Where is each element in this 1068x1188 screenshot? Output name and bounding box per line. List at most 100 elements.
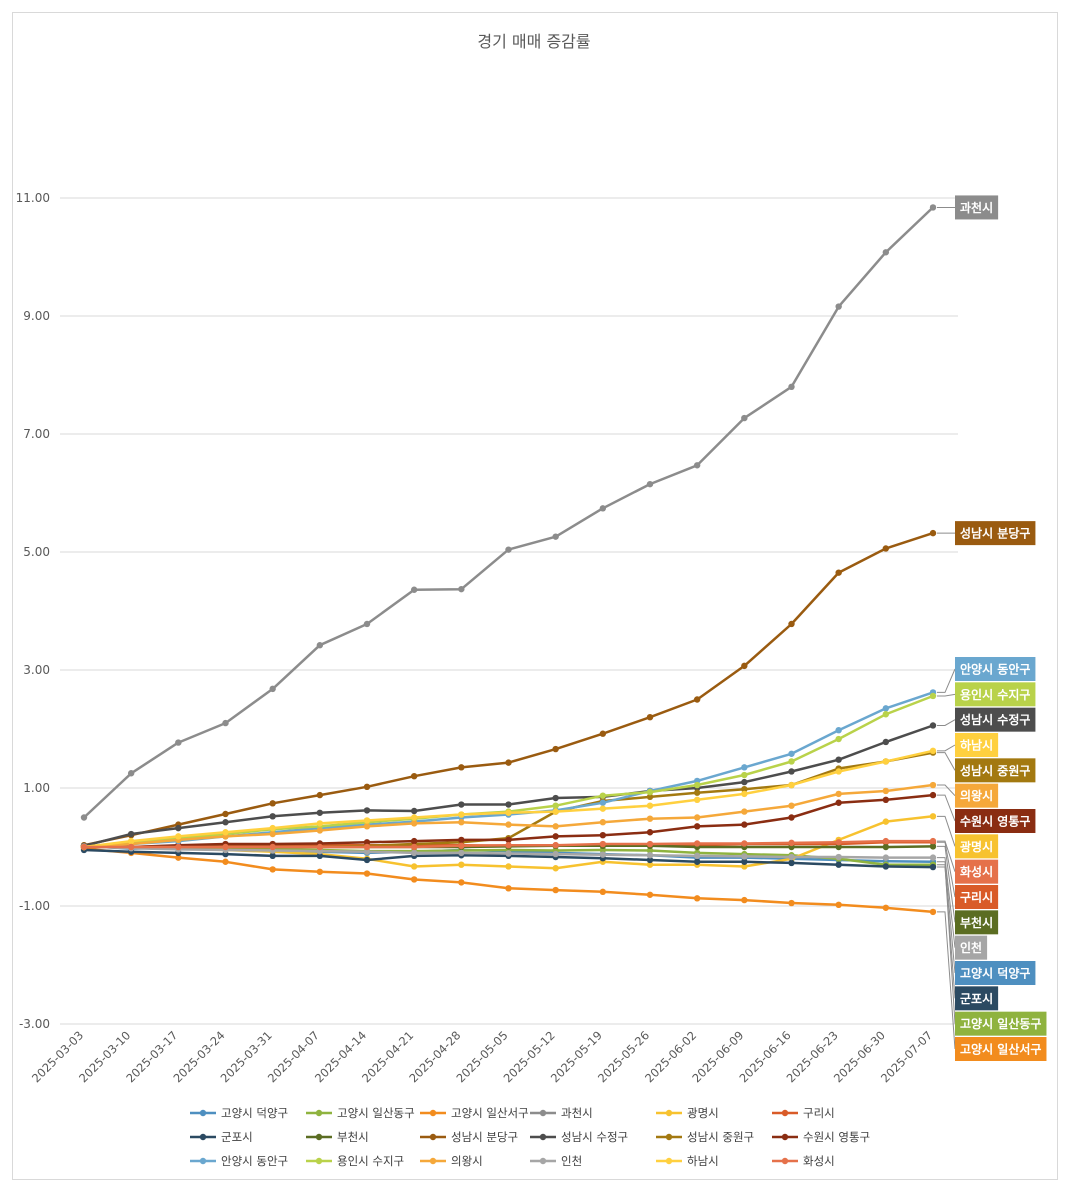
data-point [646, 852, 654, 859]
end-label-text: 고양시 덕양구 [960, 966, 1030, 981]
end-label-box [955, 885, 999, 909]
data-point [363, 823, 371, 830]
series-하남시 [80, 747, 937, 851]
data-point [552, 533, 559, 540]
legend-label: 군포시 [221, 1130, 253, 1144]
data-point [316, 868, 324, 875]
data-point [741, 778, 748, 786]
data-point [458, 811, 465, 818]
data-point [882, 818, 890, 825]
end-label-box [955, 859, 999, 884]
leader-line [937, 719, 956, 726]
data-point [788, 768, 795, 775]
leader-line [937, 841, 956, 898]
leader-line [937, 784, 956, 797]
end-label-용인시-수지구: 용인시 수지구 [955, 682, 1036, 707]
data-point [269, 813, 276, 820]
data-point [788, 839, 795, 847]
data-point [741, 790, 748, 798]
legend-item-구리시: 구리시 [772, 1106, 835, 1120]
legend-label: 성남시 중원구 [687, 1130, 754, 1144]
data-point [363, 856, 371, 864]
legend-swatch-marker [315, 1133, 323, 1141]
leader-line [937, 744, 956, 752]
data-point [458, 801, 465, 808]
data-point [316, 642, 324, 649]
data-point [929, 813, 937, 820]
data-point [127, 837, 135, 845]
end-label-text: 인천 [960, 940, 982, 955]
data-point [929, 843, 937, 850]
end-label-box [955, 758, 1036, 783]
data-point [929, 863, 937, 871]
data-point [458, 764, 465, 771]
leader-line [937, 845, 956, 923]
data-point [693, 789, 701, 796]
data-point [222, 719, 229, 727]
legend-item-부천시: 부천시 [306, 1130, 369, 1144]
end-label-box [955, 961, 1036, 985]
data-point [646, 802, 654, 809]
end-label-text: 성남시 수정구 [960, 712, 1030, 727]
legend-label: 수원시 영통구 [803, 1130, 870, 1144]
legend-label: 고양시 일산서구 [451, 1106, 529, 1120]
leader-line [937, 752, 956, 771]
data-point [646, 891, 654, 898]
data-point [505, 809, 512, 816]
legend-item-고양시-일산동구: 고양시 일산동구 [306, 1106, 415, 1120]
end-label-box [955, 834, 999, 859]
data-point [458, 879, 465, 886]
data-point [505, 759, 512, 766]
data-point [882, 758, 890, 765]
data-point [929, 747, 937, 755]
data-point [835, 569, 842, 576]
data-point [882, 854, 890, 861]
data-point [646, 856, 654, 864]
data-point [222, 843, 229, 851]
legend-item-광명시: 광명시 [656, 1106, 719, 1120]
end-label-text: 수원시 영통구 [960, 814, 1030, 829]
y-tick-label: 3.00 [23, 663, 50, 677]
data-point [646, 829, 654, 836]
legend-item-성남시-중원구: 성남시 중원구 [656, 1130, 754, 1144]
data-point [410, 586, 418, 593]
end-label-text: 성남시 중원구 [960, 763, 1030, 778]
legend-label: 화성시 [803, 1154, 835, 1168]
legend-item-고양시-일산서구: 고양시 일산서구 [420, 1106, 529, 1120]
legend-label: 구리시 [803, 1106, 835, 1120]
data-point [222, 858, 229, 865]
legend-swatch-marker [315, 1157, 323, 1165]
end-label-box [955, 733, 999, 757]
data-point [929, 908, 937, 916]
legend-label: 용인시 수지구 [337, 1154, 404, 1168]
data-point [835, 768, 842, 775]
data-point [410, 814, 418, 821]
end-label-leaders [937, 206, 956, 1050]
legend-swatch-marker [429, 1109, 437, 1117]
data-point [882, 705, 890, 712]
data-point [929, 854, 937, 861]
leader-line [937, 815, 956, 847]
gridlines [60, 197, 958, 1025]
legend-item-화성시: 화성시 [772, 1154, 835, 1168]
y-tick-label: -3.00 [19, 1017, 50, 1031]
series-성남시-분당구 [80, 529, 937, 849]
data-point [741, 863, 748, 870]
data-point [363, 620, 371, 628]
legend-item-과천시: 과천시 [530, 1106, 593, 1120]
end-label-부천시: 부천시 [955, 910, 999, 935]
data-point [599, 840, 607, 848]
data-point [835, 726, 842, 734]
data-point [929, 692, 937, 700]
data-point [741, 662, 748, 670]
data-point [458, 861, 465, 868]
data-point [788, 899, 795, 907]
data-point [599, 799, 607, 806]
data-point [741, 808, 748, 815]
data-point [741, 840, 748, 847]
leader-line [937, 794, 956, 822]
data-point [788, 814, 795, 821]
data-point [835, 901, 842, 909]
